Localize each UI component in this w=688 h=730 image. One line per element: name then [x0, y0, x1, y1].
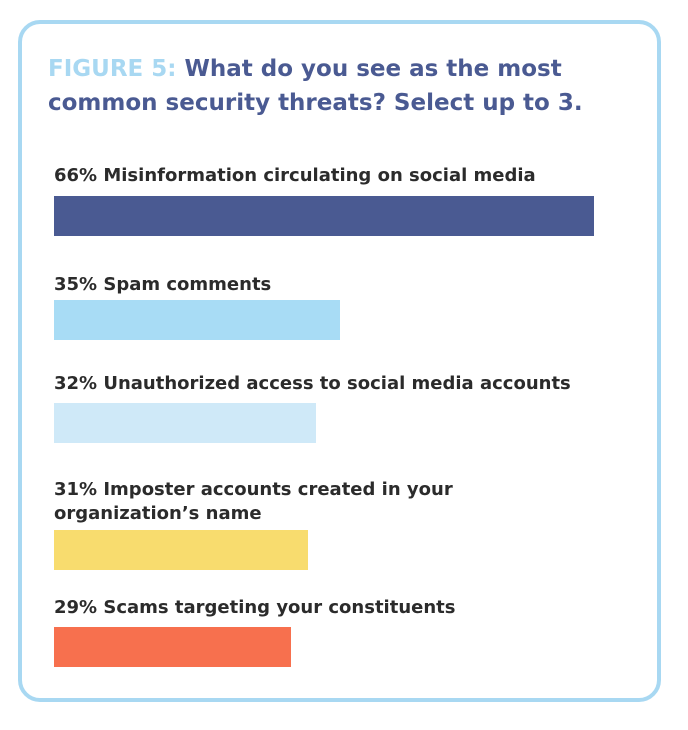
- figure-title: FIGURE 5: What do you see as the most co…: [48, 52, 648, 120]
- figure-label: FIGURE 5:: [48, 56, 177, 82]
- figure-question: What do you see as the most common secur…: [48, 56, 583, 116]
- bar-unauthorized-access: [54, 403, 316, 443]
- bar-label-misinformation: 66% Misinformation circulating on social…: [54, 165, 536, 186]
- bar-label-imposter-accounts: 31% Imposter accounts created in your or…: [54, 479, 453, 524]
- bar-spam: [54, 300, 340, 340]
- bar-label-unauthorized-access: 32% Unauthorized access to social media …: [54, 373, 571, 394]
- bar-scams: [54, 627, 291, 667]
- bar-imposter-accounts: [54, 530, 308, 570]
- bar-label-scams: 29% Scams targeting your constituents: [54, 597, 456, 618]
- bar-label-spam: 35% Spam comments: [54, 274, 272, 295]
- figure-card: [18, 20, 661, 702]
- bar-misinformation: [54, 196, 594, 236]
